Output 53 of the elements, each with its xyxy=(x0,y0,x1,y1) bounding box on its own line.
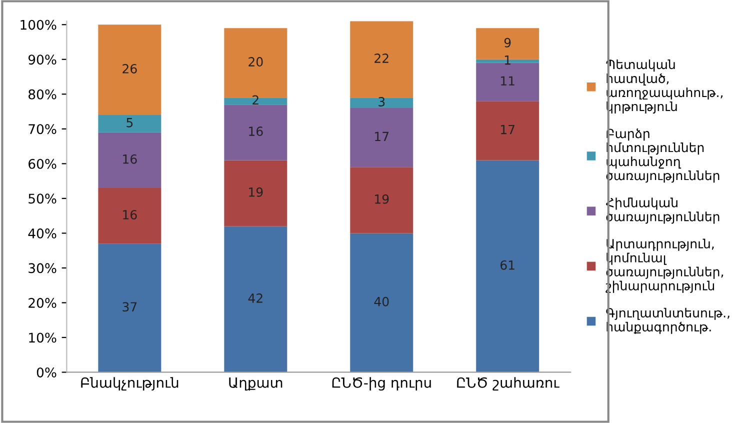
legend-label: Գյուղատնտեսութ., հանքագործութ. xyxy=(606,308,730,334)
data-label: 16 xyxy=(123,210,137,220)
data-label: 11 xyxy=(501,76,514,86)
y-tick-label: 90% xyxy=(28,54,56,65)
y-tick-label: 80% xyxy=(28,89,56,100)
y-tick-label: 30% xyxy=(28,263,56,274)
data-label: 3 xyxy=(378,97,385,106)
data-label: 16 xyxy=(123,154,137,164)
data-label: 2 xyxy=(252,95,258,105)
x-tick-label: ԸՆԾ-ից դուրս xyxy=(332,377,431,391)
data-label: 26 xyxy=(122,64,137,74)
data-label: 20 xyxy=(248,57,263,66)
bar xyxy=(350,21,414,98)
x-tick-label: Բնակչություն xyxy=(81,377,178,391)
legend-label: Արտադրություն, կոմունալ ծառայություններ, շինարարություն xyxy=(606,238,724,293)
bar xyxy=(224,226,288,372)
data-label: 17 xyxy=(375,132,388,142)
bar xyxy=(350,167,414,234)
x-tick-label: ԸՆԾ շահառու xyxy=(457,377,560,391)
y-tick-label: 70% xyxy=(28,124,56,134)
data-label: 19 xyxy=(375,194,389,204)
bar xyxy=(224,160,288,226)
y-tick-label: 60% xyxy=(28,158,56,169)
y-tick-label: 50% xyxy=(28,194,56,204)
bar xyxy=(350,98,414,108)
bar xyxy=(98,24,162,116)
data-label: 17 xyxy=(501,124,514,134)
data-label: 37 xyxy=(122,302,137,312)
bar xyxy=(98,188,162,244)
y-tick-label: 100% xyxy=(20,20,56,30)
y-tick-label: 10% xyxy=(29,332,56,343)
data-label: 19 xyxy=(249,187,263,197)
y-tick-label: 40% xyxy=(28,228,56,238)
bar xyxy=(98,244,162,372)
bar xyxy=(350,108,414,168)
y-tick-label: 0% xyxy=(36,367,56,378)
bar xyxy=(224,104,288,160)
data-label: 9 xyxy=(504,38,511,48)
bar xyxy=(98,132,162,188)
data-label: 40 xyxy=(374,296,389,306)
bar xyxy=(350,233,414,372)
y-tick-label: 20% xyxy=(28,298,56,308)
legend-label: Հիմնական ծառայություններ xyxy=(606,198,720,224)
data-label: 42 xyxy=(248,293,262,303)
data-label: 22 xyxy=(374,54,388,63)
bar xyxy=(476,101,540,160)
data-label: 5 xyxy=(126,118,133,128)
data-label: 61 xyxy=(500,260,514,270)
x-tick-label: Աղքատ xyxy=(229,378,282,391)
data-label: 16 xyxy=(249,126,263,136)
legend-label: Պետական հատված, առողջապահութ., կրթություն xyxy=(606,59,723,114)
bar xyxy=(98,115,162,132)
bar xyxy=(476,160,540,372)
